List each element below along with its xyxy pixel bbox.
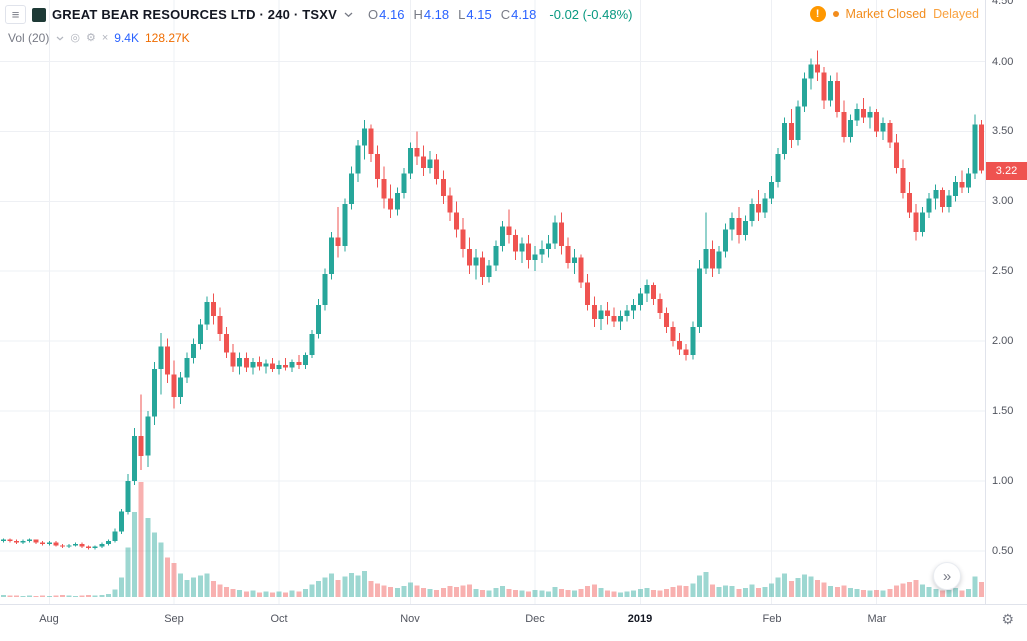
candlestick-chart[interactable]	[0, 0, 985, 604]
ohlc-open-value: 4.16	[379, 7, 405, 22]
price-tick: 3.50	[992, 125, 1014, 138]
settings-gear-icon[interactable]: ⚙	[1001, 611, 1014, 627]
ohlc-close-value: 4.18	[511, 7, 537, 22]
remove-indicator-icon[interactable]: ×	[101, 31, 109, 44]
price-tick: 1.00	[992, 474, 1014, 487]
ohlc-values: O 4.16 H 4.18 L 4.15 C 4.18	[368, 7, 536, 22]
price-tick: 0.50	[992, 544, 1014, 557]
indicator-settings-icon[interactable]: ⚙	[85, 31, 96, 44]
time-axis[interactable]: Aug Sep Oct Nov Dec 2019 Feb Mar	[0, 604, 1027, 641]
symbol-legend: ≡ GREAT BEAR RESOURCES LTD · 240 · TSXV …	[5, 5, 633, 24]
ohlc-open-label: O	[368, 7, 379, 22]
visibility-eye-icon[interactable]: ◎	[70, 31, 80, 44]
time-tick: Dec	[525, 613, 545, 625]
price-tick: 4.50	[992, 0, 1014, 7]
alert-icon[interactable]: !	[809, 6, 826, 22]
time-tick: Nov	[400, 613, 420, 625]
chart-pane[interactable]: ≡ GREAT BEAR RESOURCES LTD · 240 · TSXV …	[0, 0, 985, 604]
volume-indicator-label[interactable]: Vol (20)	[8, 31, 50, 45]
price-tick: 3.00	[992, 195, 1014, 208]
chevron-down-icon[interactable]	[56, 36, 64, 41]
ohlc-low-label: L	[458, 7, 466, 22]
time-tick: Mar	[867, 613, 887, 625]
ohlc-close-label: C	[500, 7, 511, 22]
price-tick: 2.00	[992, 335, 1014, 348]
delayed-badge[interactable]: Delayed	[933, 7, 979, 21]
symbol-logo	[32, 7, 46, 22]
price-axis[interactable]: 4.50 4.00 3.50 3.00 2.50 2.00 1.50 1.00 0.50 3.2…	[985, 0, 1027, 604]
volume-ma-value: 128.27K	[144, 31, 190, 45]
chevron-down-icon[interactable]	[344, 12, 353, 18]
price-tick: 4.00	[992, 55, 1014, 68]
ohlc-high-label: H	[413, 7, 423, 22]
time-tick: Feb	[762, 613, 782, 625]
time-tick: 2019	[627, 613, 653, 625]
market-closed-label: Market Closed	[845, 7, 927, 21]
time-tick: Oct	[270, 613, 288, 625]
menu-icon[interactable]: ≡	[5, 5, 26, 24]
symbol-title[interactable]: GREAT BEAR RESOURCES LTD · 240 · TSXV	[52, 7, 338, 22]
time-tick: Aug	[39, 613, 59, 625]
last-price-label: 3.22	[986, 161, 1027, 180]
ohlc-high-value: 4.18	[423, 7, 450, 22]
price-change: -0.02 (-0.48%)	[549, 7, 633, 22]
market-status: ! Market Closed Delayed	[809, 6, 979, 22]
ohlc-low-value: 4.15	[466, 7, 492, 22]
time-tick: Sep	[164, 613, 184, 625]
status-dot-icon	[832, 11, 839, 17]
time-axis-labels: Aug Sep Oct Nov Dec 2019 Feb Mar	[0, 605, 985, 641]
volume-value: 9.4K	[114, 31, 139, 45]
price-tick: 1.50	[992, 405, 1014, 418]
scroll-to-recent-button[interactable]: »	[933, 562, 961, 590]
volume-legend: Vol (20) ◎ ⚙ × 9.4K 128.27K	[8, 31, 190, 45]
price-tick: 2.50	[992, 265, 1014, 278]
